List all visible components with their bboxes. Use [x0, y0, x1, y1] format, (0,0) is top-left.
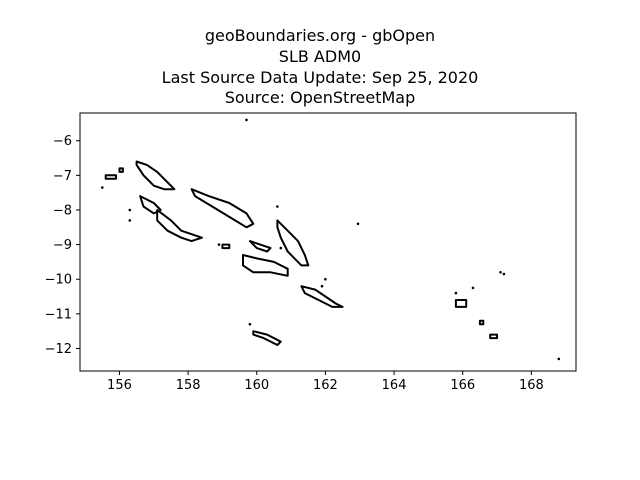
islet-1	[101, 186, 104, 189]
islet-2	[128, 208, 132, 212]
x-tick-label-0: 156	[107, 378, 132, 393]
x-tick-label-1: 158	[176, 378, 201, 393]
islet-5	[276, 205, 279, 208]
y-tick-label-1: −7	[53, 169, 72, 184]
islet-7	[356, 222, 360, 226]
island-outlines	[101, 118, 561, 361]
island-outline-9	[248, 240, 272, 253]
islet-3	[128, 219, 132, 222]
y-tick-label-3: −9	[53, 238, 72, 253]
islet-6	[324, 277, 327, 281]
island-outline-2	[276, 219, 310, 267]
x-tick-label-5: 166	[450, 378, 475, 393]
islet-14	[279, 246, 283, 250]
island-outline-13	[489, 333, 499, 340]
x-tick-label-6: 168	[519, 378, 544, 393]
x-tick-label-3: 162	[313, 378, 338, 393]
y-tick-label-6: −12	[45, 342, 72, 357]
island-outline-8	[118, 167, 124, 173]
y-tick-label-4: −10	[45, 273, 72, 288]
islet-8	[454, 291, 458, 295]
islet-13	[248, 322, 252, 326]
island-outline-6	[139, 195, 162, 215]
islet-9	[471, 286, 475, 290]
islet-11	[502, 272, 506, 276]
islet-4	[217, 243, 221, 246]
island-outline-4	[300, 285, 344, 308]
title-line-2: SLB ADM0	[278, 46, 362, 66]
islet-0	[245, 118, 248, 122]
y-tick-label-5: −11	[45, 307, 72, 322]
y-tick-label-2: −8	[53, 203, 72, 218]
island-outline-1	[190, 188, 255, 229]
plot-frame	[79, 112, 577, 372]
island-outline-5	[156, 209, 203, 243]
island-outline-12	[454, 299, 468, 308]
island-outline-11	[252, 330, 282, 346]
title-line-4: Source: OpenStreetMap	[224, 88, 416, 108]
island-outline-14	[478, 319, 485, 326]
map-title: geoBoundaries.org - gbOpen SLB ADM0 Last…	[0, 26, 640, 109]
island-outline-10	[221, 243, 231, 250]
x-tick-label-4: 164	[382, 378, 407, 393]
islet-10	[499, 271, 502, 274]
island-outline-0	[135, 160, 176, 191]
axes: 156 158 160 162 164 166 168 −6 −7 −8 −9 −10 −11 −12	[45, 134, 544, 393]
islet-15	[320, 284, 324, 288]
title-line-3: Last Source Data Update: Sep 25, 2020	[161, 67, 479, 87]
y-tick-label-0: −6	[53, 134, 72, 149]
island-outline-7	[104, 174, 117, 180]
islet-12	[557, 357, 561, 361]
x-tick-label-2: 160	[244, 378, 269, 393]
title-line-1: geoBoundaries.org - gbOpen	[204, 26, 436, 45]
island-outline-3	[242, 254, 289, 277]
